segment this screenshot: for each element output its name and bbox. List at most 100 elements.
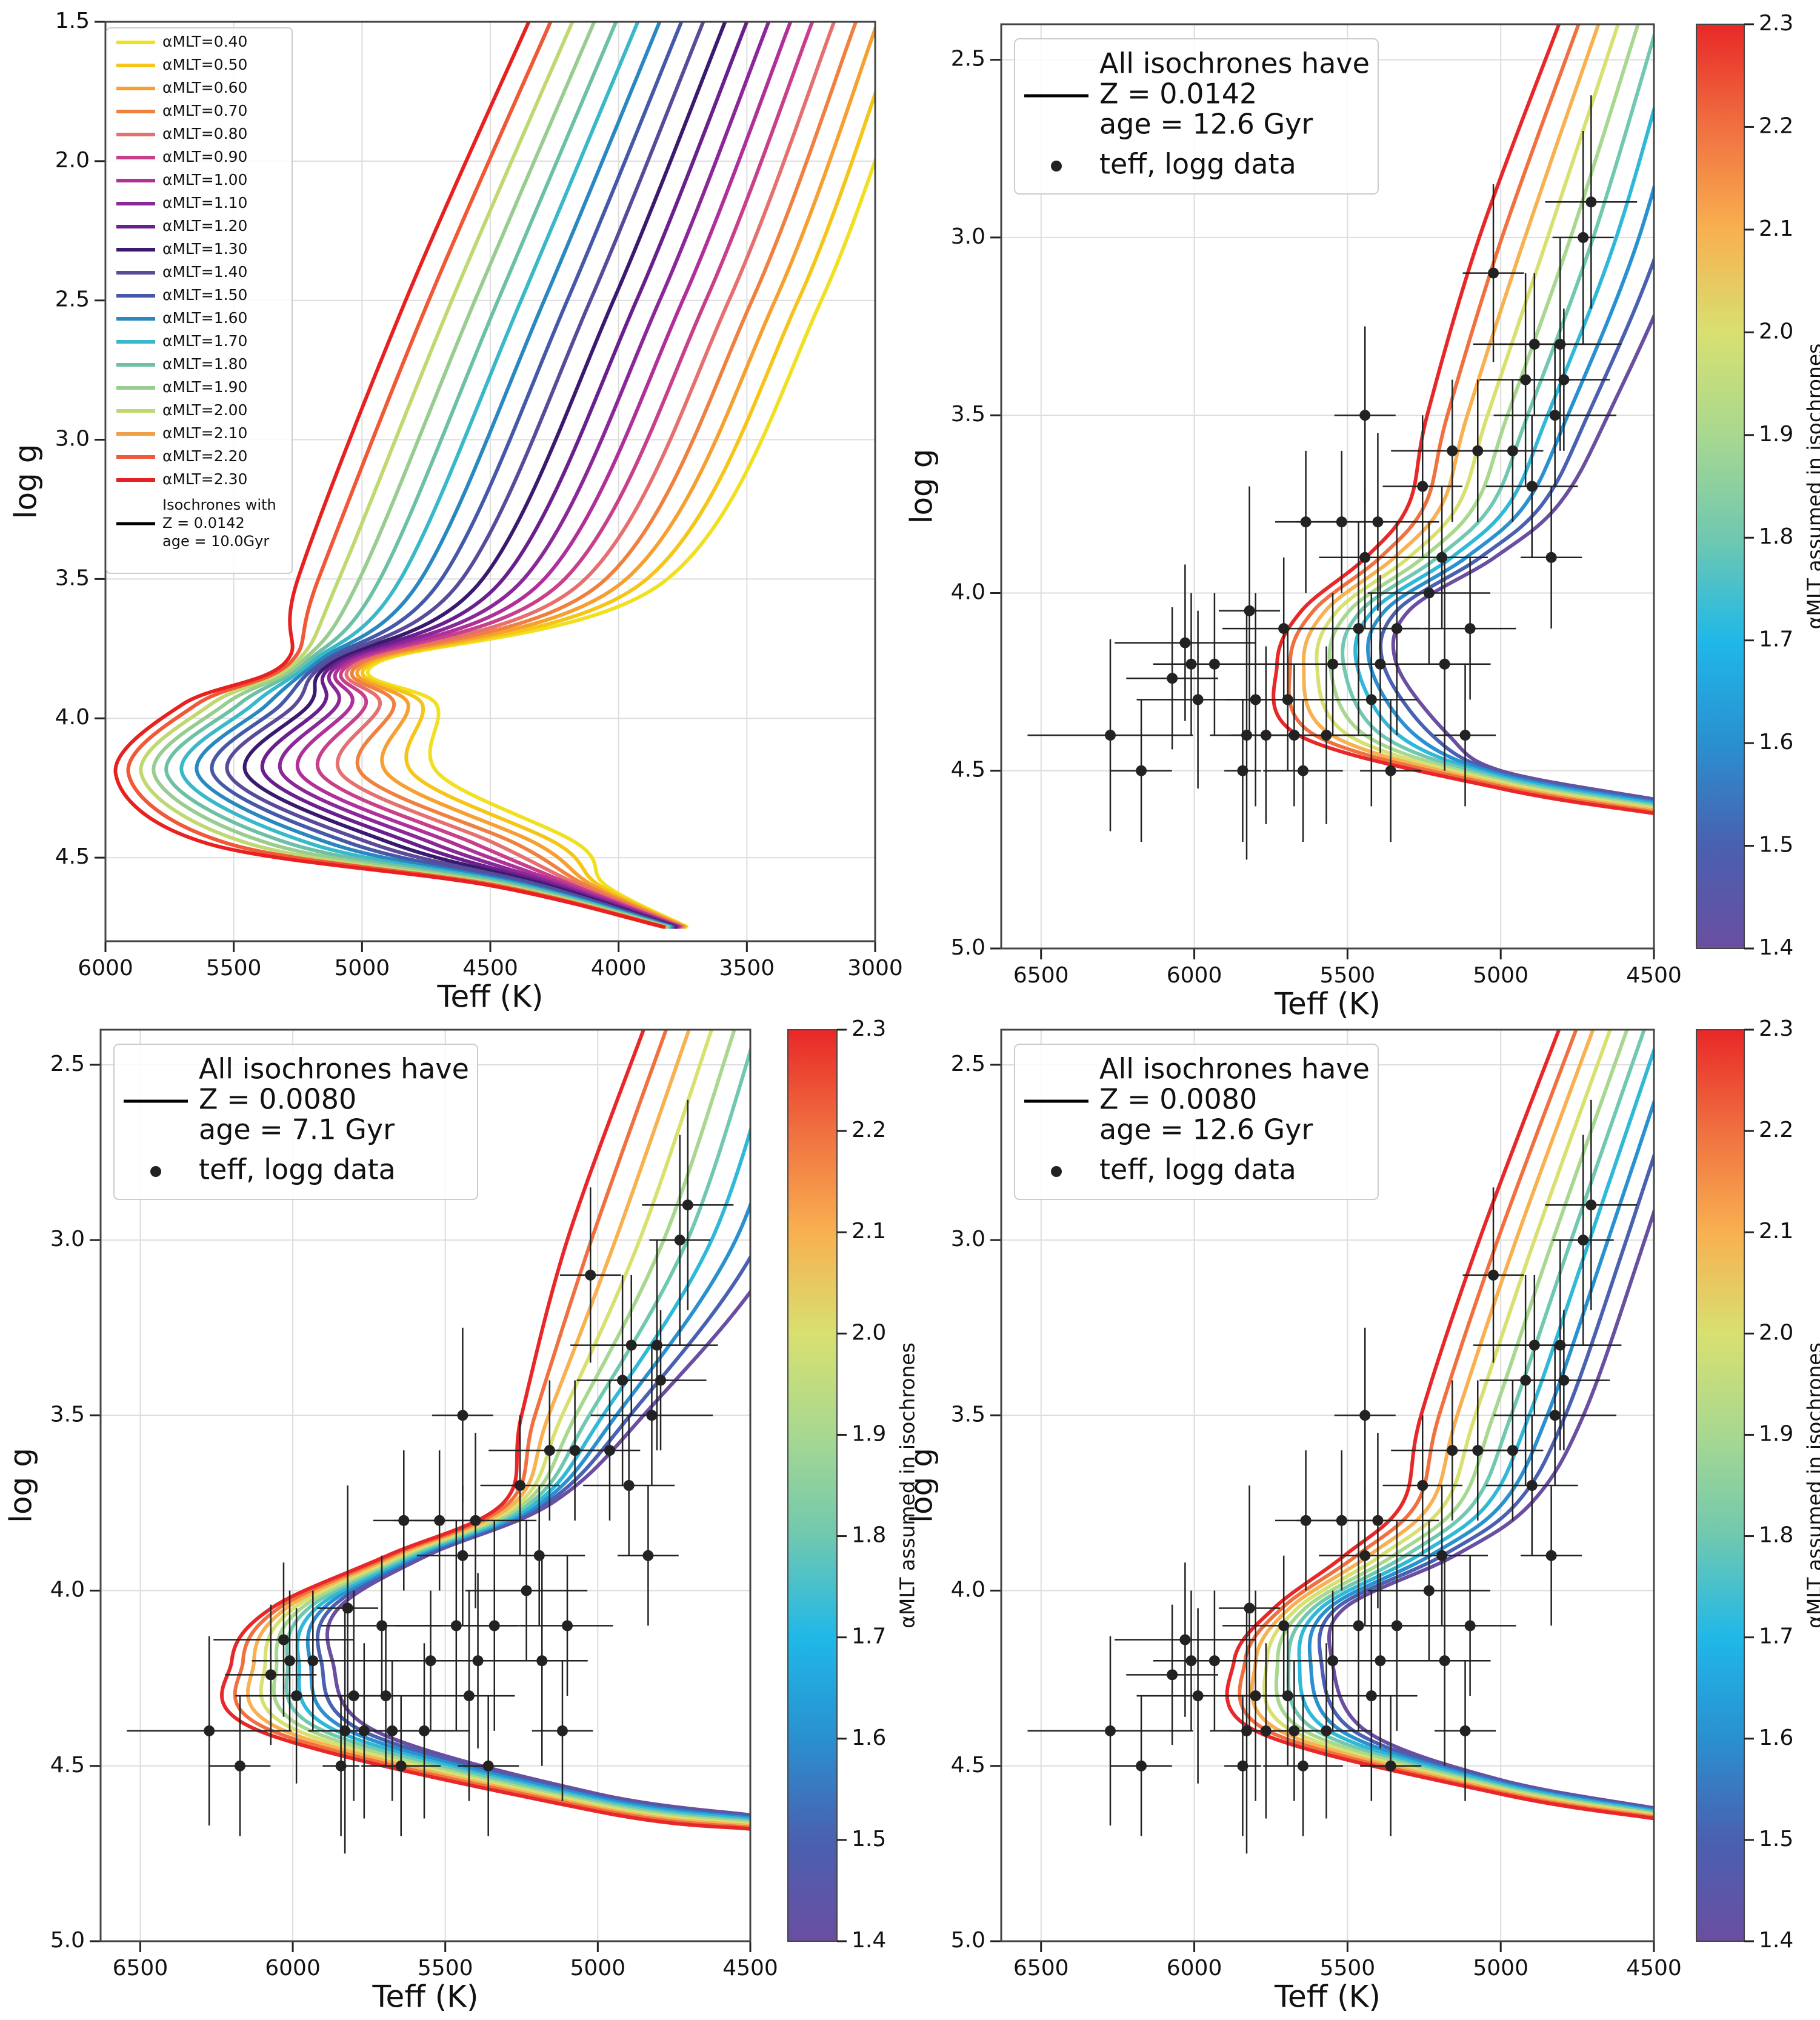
star-point <box>1459 730 1471 741</box>
legend-label: Z = 0.0142 <box>162 515 245 532</box>
legend-label: αMLT=1.10 <box>162 194 247 212</box>
star-point <box>569 1445 581 1456</box>
stars <box>1027 1099 1638 1854</box>
legend-label: All isochrones have <box>1099 1053 1370 1085</box>
y-tick-label: 2.5 <box>951 1052 985 1076</box>
x-tick-label: 4500 <box>462 956 518 981</box>
y-tick-label: 3.5 <box>951 1402 985 1427</box>
axes-frame <box>99 1028 752 1942</box>
star-point <box>1555 1339 1566 1351</box>
star-point <box>533 1550 545 1561</box>
stars <box>1027 95 1638 860</box>
star-point <box>1282 1690 1293 1702</box>
legend-marker <box>1051 1166 1062 1177</box>
star-point <box>682 1199 693 1211</box>
legend-label: αMLT=1.80 <box>162 355 247 373</box>
star-point <box>604 1445 615 1456</box>
x-tick-label: 5000 <box>1473 963 1528 988</box>
legend-label: αMLT=0.90 <box>162 148 247 165</box>
star-point <box>1545 1550 1557 1561</box>
colorbar-tick-label: 1.7 <box>1759 627 1793 652</box>
legend-label: αMLT=0.60 <box>162 79 247 96</box>
legend-label: age = 7.1 Gyr <box>199 1113 395 1146</box>
legend-label: Z = 0.0080 <box>1099 1083 1257 1116</box>
star-point <box>1472 1445 1484 1456</box>
legend-label: αMLT=1.30 <box>162 240 247 258</box>
x-tick-label: 4500 <box>722 1956 778 1981</box>
star-point <box>1545 552 1557 563</box>
star-point <box>1278 623 1290 635</box>
isochrone <box>1272 24 1654 816</box>
star-point <box>642 1550 654 1561</box>
star-point <box>1439 658 1450 670</box>
star-point <box>1375 658 1386 670</box>
colorbar-label: αMLT assumed in isochrones <box>896 1342 919 1628</box>
y-tick-label: 4.5 <box>50 1753 85 1778</box>
star-point <box>1244 605 1255 616</box>
legend-box <box>1014 38 1379 195</box>
star-point <box>651 1339 662 1351</box>
star-point <box>1507 1445 1518 1456</box>
isochrone <box>365 155 875 929</box>
isochrone <box>233 1030 750 1830</box>
legend-label: age = 10.0Gyr <box>162 533 269 550</box>
star-point <box>1439 1655 1450 1667</box>
legend-label: αMLT=2.30 <box>162 470 247 488</box>
isochrone <box>242 22 727 929</box>
y-axis-label: log g <box>904 449 939 524</box>
star-point <box>418 1725 430 1736</box>
star-point <box>1208 658 1220 670</box>
star-point <box>1321 1725 1332 1736</box>
colorbar-tick-label: 1.8 <box>852 1523 886 1548</box>
star-point <box>1417 1480 1428 1491</box>
x-axis-label: Teff (K) <box>1274 1979 1381 2015</box>
y-tick-label: 5.0 <box>951 935 985 960</box>
star-point <box>1244 1602 1255 1614</box>
legend-label: αMLT=1.70 <box>162 332 247 350</box>
star-point <box>1353 1620 1364 1632</box>
isochrone <box>261 22 749 929</box>
isochrone <box>325 1288 750 1817</box>
isochrone <box>305 1200 750 1820</box>
star-point <box>1278 1620 1290 1632</box>
isochrone <box>284 1045 750 1824</box>
y-tick-label: 3.0 <box>55 427 90 452</box>
isochrone <box>335 22 836 929</box>
colorbar-tick-label: 1.9 <box>852 1421 886 1446</box>
star-point <box>1167 673 1178 684</box>
star-point <box>488 1620 500 1632</box>
x-tick-label: 5500 <box>206 956 262 981</box>
star-point <box>1585 1199 1597 1211</box>
star-point <box>425 1655 436 1667</box>
star-point <box>463 1690 475 1702</box>
colorbar <box>1696 1029 1745 1942</box>
x-tick-label: 5500 <box>1320 963 1376 988</box>
star-point <box>1167 1669 1178 1681</box>
star-point <box>204 1725 215 1736</box>
isochrone <box>220 1030 750 1831</box>
x-tick-label: 6000 <box>1167 1956 1222 1981</box>
isochrone <box>1307 1096 1654 1813</box>
legend-label: αMLT=0.80 <box>162 125 247 142</box>
colorbar-label: αMLT assumed in isochrones <box>1803 1342 1820 1628</box>
isochrone <box>1274 1030 1654 1816</box>
star-point <box>1237 1760 1248 1772</box>
star-point <box>1464 1620 1476 1632</box>
lines <box>220 1030 750 1831</box>
x-tick-label: 4500 <box>1626 963 1682 988</box>
colorbar-label: αMLT assumed in isochrones <box>1803 344 1820 630</box>
colorbar-tick-label: 2.3 <box>1759 11 1793 36</box>
star-point <box>646 1410 658 1421</box>
legend-label: αMLT=0.50 <box>162 56 247 73</box>
legend-label: All isochrones have <box>1099 47 1370 80</box>
legend-marker <box>1051 161 1062 172</box>
axes-frame <box>1000 1028 1655 1942</box>
legend-label: αMLT=2.20 <box>162 447 247 465</box>
star-point <box>674 1235 685 1246</box>
axes-frame <box>1000 23 1655 950</box>
x-axis-label: Teff (K) <box>372 1979 479 2015</box>
star-point <box>482 1760 494 1772</box>
x-tick-label: 6000 <box>1167 963 1222 988</box>
star-point <box>1423 587 1435 599</box>
